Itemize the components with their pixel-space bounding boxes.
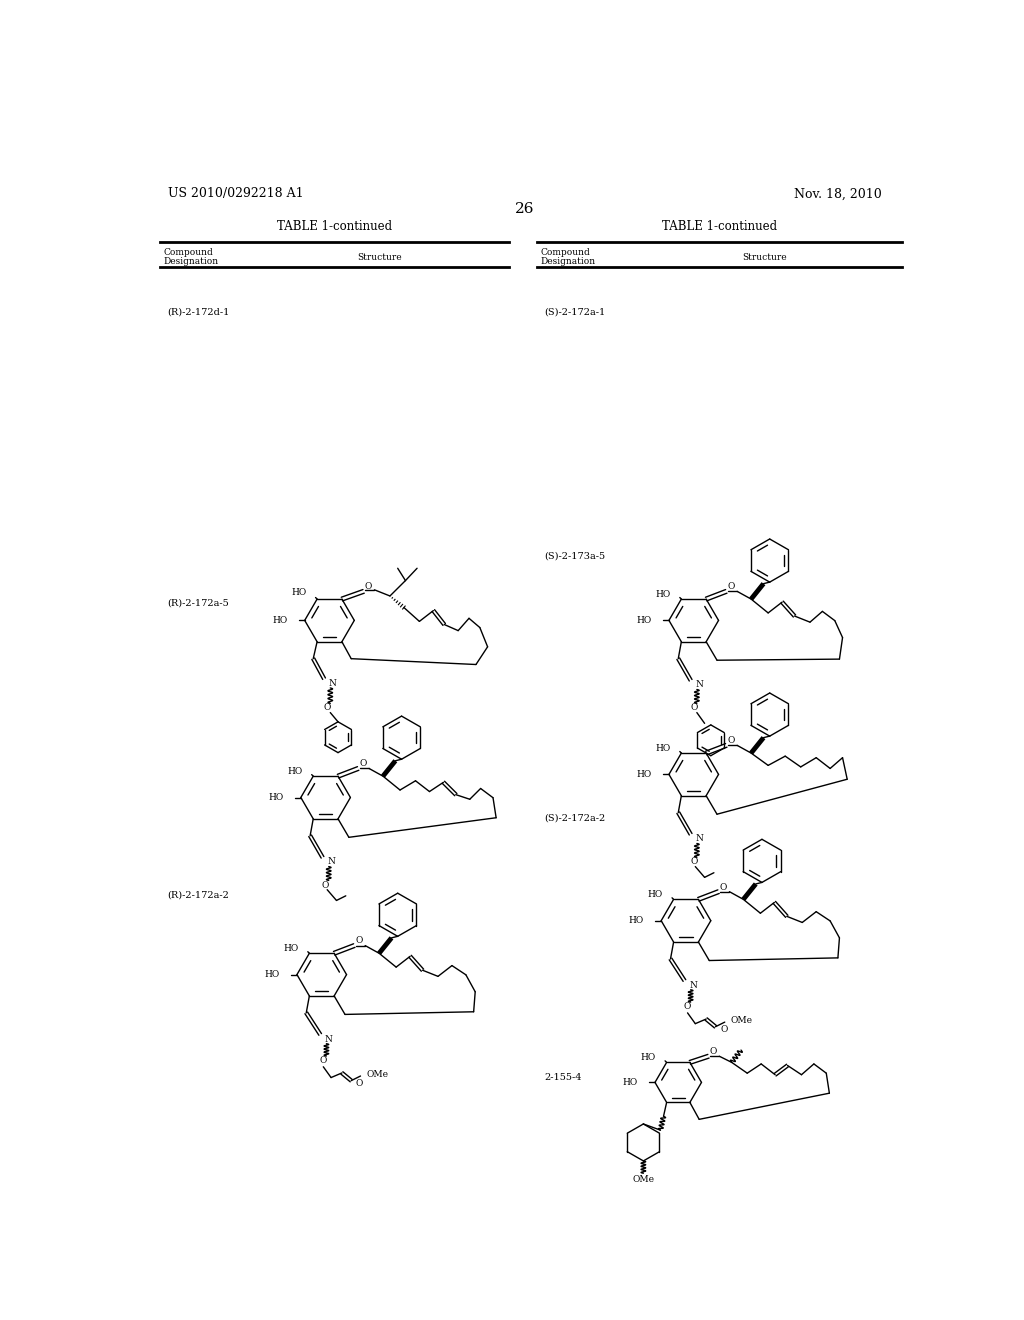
Text: O: O [720, 1026, 727, 1035]
Text: Designation: Designation [541, 257, 596, 267]
Text: N: N [325, 1035, 333, 1044]
Text: O: O [690, 858, 697, 866]
Text: HO: HO [655, 744, 671, 752]
Text: O: O [324, 704, 331, 713]
Text: O: O [355, 936, 362, 945]
Text: HO: HO [641, 1053, 655, 1063]
Text: (S)-2-172a-1: (S)-2-172a-1 [545, 308, 606, 317]
Text: OMe: OMe [367, 1071, 389, 1078]
Text: N: N [695, 834, 703, 843]
Text: O: O [684, 1002, 691, 1011]
Text: (R)-2-172a-5: (R)-2-172a-5 [168, 598, 229, 607]
Text: HO: HO [629, 916, 644, 925]
Text: O: O [690, 704, 697, 713]
Text: O: O [319, 1056, 327, 1065]
Text: (S)-2-173a-5: (S)-2-173a-5 [545, 552, 606, 561]
Text: HO: HO [655, 590, 671, 599]
Text: HO: HO [284, 944, 299, 953]
Text: Designation: Designation [164, 257, 219, 267]
Text: TABLE 1-continued: TABLE 1-continued [662, 219, 777, 232]
Text: HO: HO [264, 970, 280, 979]
Text: O: O [727, 582, 734, 591]
Text: (S)-2-172a-2: (S)-2-172a-2 [545, 814, 606, 822]
Text: (R)-2-172a-2: (R)-2-172a-2 [168, 890, 229, 899]
Text: HO: HO [287, 767, 302, 776]
Text: O: O [710, 1047, 717, 1056]
Text: O: O [359, 759, 367, 768]
Text: 2-155-4: 2-155-4 [545, 1073, 582, 1082]
Text: (R)-2-172d-1: (R)-2-172d-1 [168, 308, 230, 317]
Text: OMe: OMe [731, 1016, 753, 1026]
Text: HO: HO [623, 1078, 638, 1086]
Text: HO: HO [637, 616, 652, 624]
Text: N: N [329, 678, 337, 688]
Text: O: O [727, 737, 734, 746]
Text: HO: HO [291, 589, 306, 598]
Text: O: O [322, 880, 330, 890]
Text: HO: HO [637, 770, 652, 779]
Text: HO: HO [268, 793, 284, 803]
Text: O: O [356, 1080, 364, 1088]
Text: OMe: OMe [633, 1175, 654, 1184]
Text: TABLE 1-continued: TABLE 1-continued [276, 219, 392, 232]
Text: O: O [365, 582, 372, 591]
Text: 26: 26 [515, 202, 535, 216]
Text: N: N [689, 981, 697, 990]
Text: HO: HO [272, 616, 288, 624]
Text: Compound: Compound [541, 248, 590, 257]
Text: Compound: Compound [164, 248, 213, 257]
Text: HO: HO [647, 890, 663, 899]
Text: N: N [328, 858, 335, 866]
Text: Nov. 18, 2010: Nov. 18, 2010 [795, 187, 882, 201]
Text: O: O [720, 883, 727, 891]
Text: Structure: Structure [357, 252, 402, 261]
Text: US 2010/0292218 A1: US 2010/0292218 A1 [168, 187, 303, 201]
Text: N: N [695, 680, 703, 689]
Text: Structure: Structure [742, 252, 787, 261]
